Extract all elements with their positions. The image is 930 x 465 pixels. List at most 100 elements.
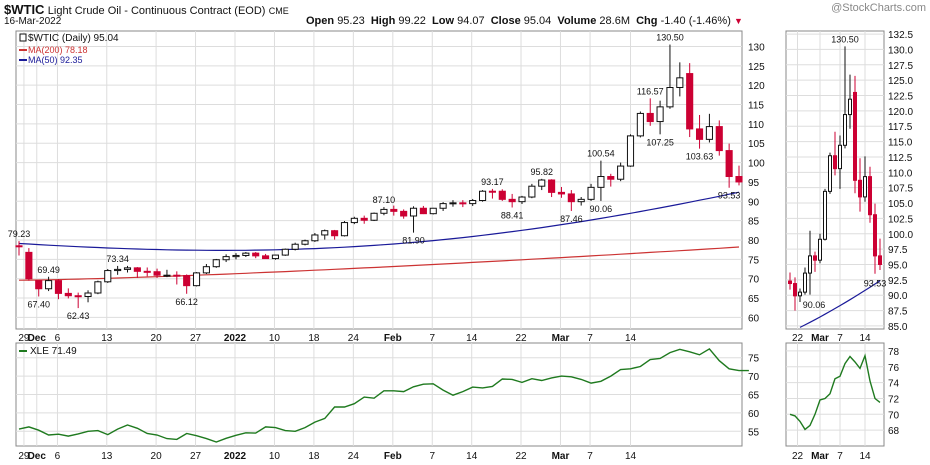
price-annotation: 90.06 (590, 204, 613, 214)
zoom-annotation: 93.53 (864, 279, 887, 289)
candle-body (577, 198, 585, 203)
candle-body (528, 185, 536, 198)
candle-body (439, 203, 447, 209)
candle-body (626, 135, 635, 167)
xle-x-tick-label: Mar (552, 451, 570, 462)
candle-body (133, 267, 141, 272)
candle-body (676, 77, 684, 89)
candle-body (311, 234, 319, 242)
candle-body (735, 176, 743, 183)
price-axis-tick: 60 (748, 313, 760, 324)
price-x-tick-label: Mar (552, 333, 570, 344)
close-value: 95.04 (523, 15, 552, 27)
zoom-xle-x-tick: 22 (792, 451, 804, 462)
close-label: Close (490, 15, 521, 27)
candle-body (449, 202, 457, 205)
price-x-tick-label: 7 (587, 333, 593, 344)
zoom-xle-frame (785, 342, 885, 447)
open-label: Open (306, 15, 335, 27)
candle-body (370, 212, 378, 221)
candle-body (567, 193, 575, 203)
zoom-price-tick: 122.5 (888, 92, 913, 103)
xle-x-tick-label: 14 (625, 451, 637, 462)
instrument-name: Light Crude Oil - Continuous Contract (E… (47, 5, 266, 17)
candle-body (607, 176, 615, 180)
price-annotation: 88.41 (501, 210, 524, 220)
xle-x-tick-label: 2022 (224, 451, 247, 462)
candle-body (400, 210, 408, 217)
ohlc-readout: Open 95.23 High 99.22 Low 94.07 Close 95… (306, 15, 743, 27)
price-annotation: 93.53 (718, 191, 741, 201)
zoom-xle-tick: 68 (888, 426, 900, 437)
price-axis-tick: 110 (748, 120, 764, 131)
zoom-xle-tick: 70 (888, 410, 900, 421)
price-annotation: 79.23 (8, 229, 31, 239)
candle-body (350, 217, 358, 224)
candle-body (212, 259, 220, 268)
candle-body (646, 112, 654, 123)
price-axis-tick: 70 (748, 275, 760, 286)
xle-x-tick-label: 22 (515, 451, 527, 462)
price-annotation: 100.54 (587, 149, 615, 159)
zoom-candle-body (818, 238, 822, 261)
xle-x-tick-label: 7 (429, 451, 435, 462)
zoom-candle-body (878, 255, 882, 265)
zoom-candle-body (813, 255, 817, 261)
zoom-price-tick: 105.0 (888, 199, 913, 210)
candle-body (498, 190, 506, 200)
price-x-tick-label: 13 (101, 333, 113, 344)
candle-body (114, 268, 122, 272)
price-x-tick-label: 27 (190, 333, 202, 344)
zoom-candle-body (838, 144, 842, 170)
zoom-price-tick: 97.5 (888, 245, 908, 256)
candle-body (242, 252, 250, 256)
zoom-annotation: 90.06 (803, 300, 826, 310)
candle-body (557, 191, 566, 195)
ma200-line (18, 246, 740, 281)
zoom-candle-body (828, 155, 832, 192)
price-annotation: 93.17 (481, 177, 504, 187)
candle-body (469, 200, 477, 205)
zoom-price-tick: 127.5 (888, 61, 913, 72)
candle-body (281, 248, 289, 256)
xle-x-tick-label: 13 (101, 451, 113, 462)
candle-body (419, 207, 427, 215)
candle-body (271, 254, 279, 260)
price-axis-tick: 65 (748, 294, 760, 305)
zoom-xle-x-tick: 14 (859, 451, 871, 462)
candle-body (488, 190, 496, 193)
xle-x-tick-label: 10 (269, 451, 281, 462)
xle-legend: XLE 71.49 (30, 346, 77, 357)
watermark: @StockCharts.com (831, 2, 926, 14)
price-axis-tick: 100 (748, 159, 765, 170)
xle-axis-tick: 75 (748, 354, 760, 365)
candle-body (232, 254, 240, 258)
price-legend-ma200: MA(200) 78.18 (28, 45, 88, 55)
price-axis-tick: 80 (748, 236, 760, 247)
price-x-tick-label: 18 (308, 333, 320, 344)
price-annotation: 67.40 (27, 299, 50, 309)
xle-x-tick-label: Dec (28, 451, 47, 462)
candle-body (666, 87, 674, 108)
volume-value: 28.6M (599, 15, 630, 27)
candle-body (360, 217, 368, 221)
candle-body (479, 190, 487, 202)
candle-body (459, 202, 467, 205)
candle-body (183, 275, 191, 287)
price-annotation: 87.10 (373, 195, 396, 205)
zoom-xle-x-tick: 7 (837, 451, 843, 462)
price-x-tick-label: Feb (384, 333, 402, 344)
candle-body (84, 292, 92, 297)
price-panel-frame (15, 30, 743, 330)
zoom-price-tick: 95.0 (888, 260, 908, 271)
candle-body (715, 126, 723, 152)
zoom-price-tick: 102.5 (888, 214, 913, 225)
candle-body (202, 266, 210, 274)
zoom-annotation: 130.50 (831, 34, 859, 44)
candle-body (695, 128, 704, 140)
zoom-price-tick: 115.0 (888, 138, 913, 149)
candle-body (252, 252, 260, 257)
zoom-candle-body (833, 155, 837, 170)
candle-body (262, 255, 270, 260)
candle-body (725, 150, 733, 178)
